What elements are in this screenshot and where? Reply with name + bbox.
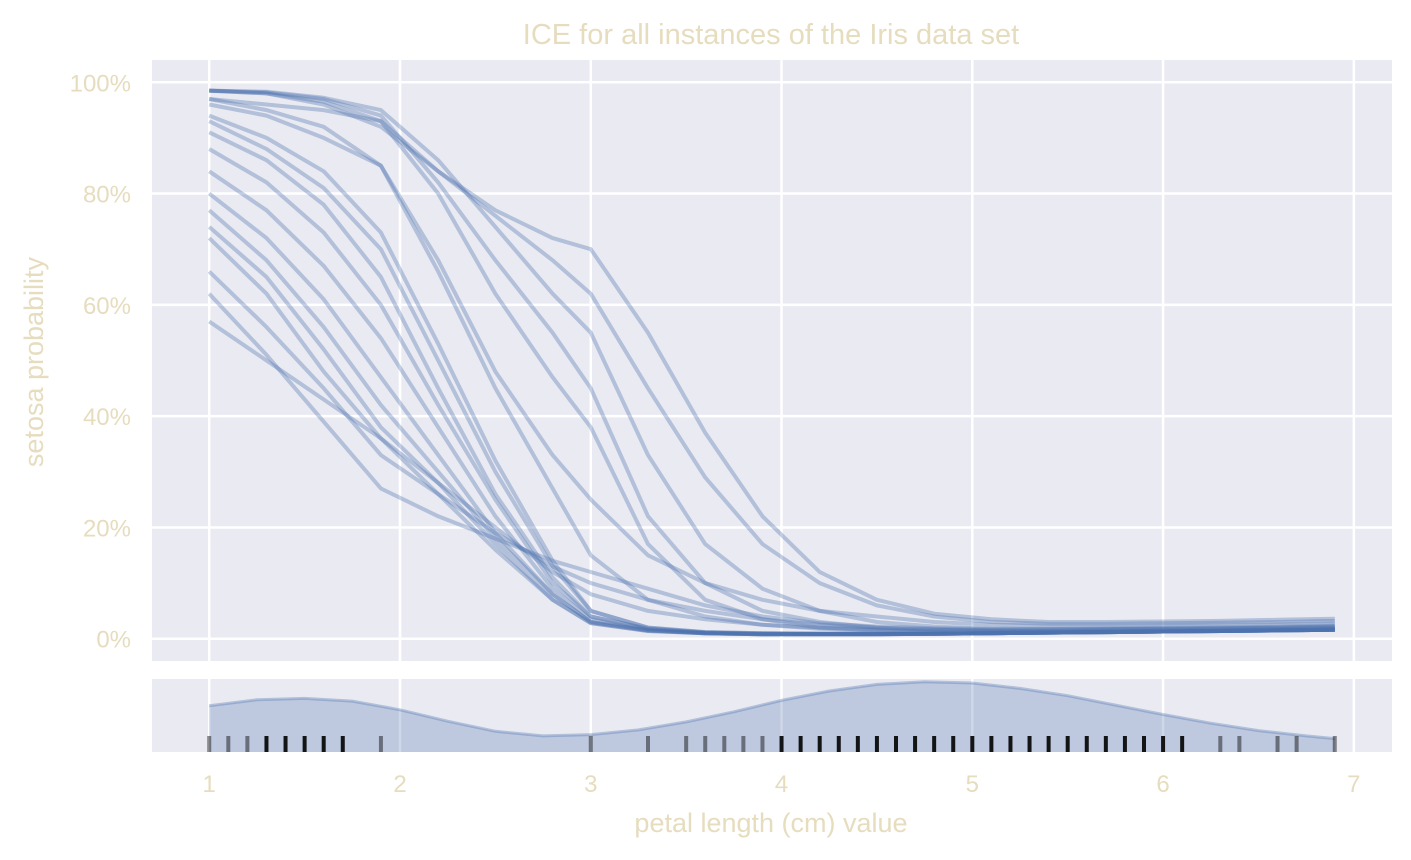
ice-curve (207, 208, 1335, 637)
ice-curve (208, 102, 1335, 628)
y-tick-labels: 0% 20% 40% 60% 80% 100% (70, 70, 131, 653)
ice-curve (209, 97, 1335, 626)
y-tick-label: 80% (83, 182, 131, 209)
y-tick-label: 20% (83, 515, 131, 542)
x-tick-label: 1 (203, 771, 216, 798)
ice-curve (207, 270, 1335, 632)
ice-curve (208, 169, 1335, 637)
density-curve (209, 680, 1335, 741)
y-tick-label: 60% (83, 293, 131, 320)
rug-ticks (207, 736, 1337, 752)
ice-curve (208, 119, 1335, 636)
x-tick-label: 5 (966, 771, 979, 798)
ice-curve (209, 88, 1335, 624)
ice-curve (208, 113, 1335, 636)
chart-title: ICE for all instances of the Iris data s… (523, 19, 1019, 51)
density-area (209, 680, 1335, 752)
y-tick-label: 0% (96, 627, 131, 654)
y-axis-label: setosa probability (19, 256, 49, 467)
ice-curve (207, 236, 1335, 637)
density-panel-background (152, 679, 1392, 752)
x-tick-label: 6 (1156, 771, 1169, 798)
ice-curve (209, 88, 1335, 635)
ice-curve (209, 88, 1335, 633)
ice-curve (207, 225, 1335, 637)
x-tick-label: 4 (775, 771, 788, 798)
ice-curve (208, 97, 1335, 635)
x-tick-label: 3 (584, 771, 597, 798)
density-fill (209, 681, 1335, 752)
x-tick-labels: 1 2 3 4 5 6 7 (203, 771, 1361, 798)
ice-curve (208, 147, 1335, 636)
x-axis-label: petal length (cm) value (634, 808, 907, 838)
x-tick-label: 7 (1347, 771, 1360, 798)
y-tick-label: 100% (70, 70, 131, 97)
ice-curve (208, 319, 1335, 633)
ice-curve (208, 130, 1335, 636)
main-grid (152, 60, 1392, 661)
y-tick-label: 40% (83, 404, 131, 431)
main-panel-background (152, 60, 1392, 661)
ice-lines (207, 88, 1335, 637)
ice-curve (209, 88, 1335, 632)
x-tick-label: 2 (393, 771, 406, 798)
ice-curve (207, 292, 1335, 631)
ice-curve (207, 192, 1335, 637)
